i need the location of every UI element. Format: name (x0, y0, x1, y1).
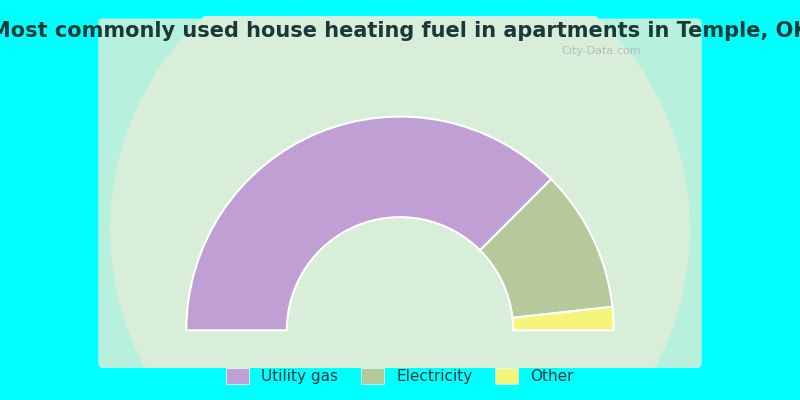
Wedge shape (513, 307, 614, 330)
Wedge shape (186, 116, 551, 330)
Text: Most commonly used house heating fuel in apartments in Temple, OK: Most commonly used house heating fuel in… (0, 21, 800, 41)
Legend: Utility gas, Electricity, Other: Utility gas, Electricity, Other (220, 362, 580, 390)
Circle shape (111, 0, 689, 400)
Text: City-Data.com: City-Data.com (562, 46, 642, 56)
FancyBboxPatch shape (98, 18, 702, 368)
Wedge shape (480, 179, 613, 318)
